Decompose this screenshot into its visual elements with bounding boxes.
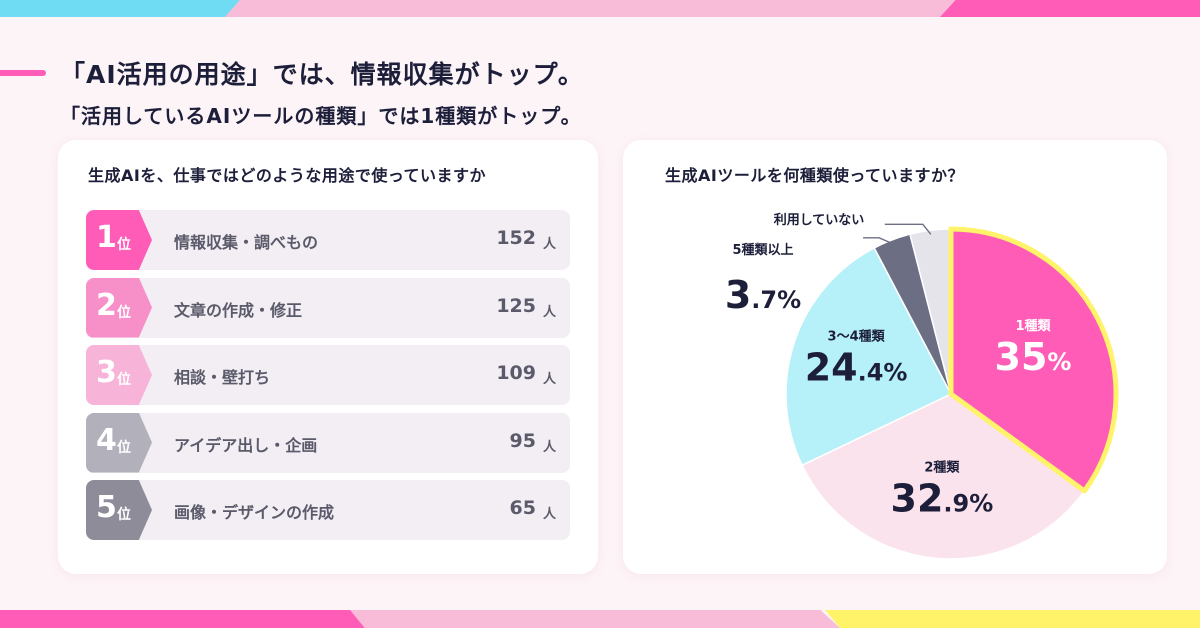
rank-count: 125 (496, 294, 536, 317)
rank-number: 3 (96, 355, 117, 390)
rank-label: 相談・壁打ち (174, 368, 271, 387)
rank-count: 95 (509, 429, 536, 452)
rank-unit: 人 (542, 507, 556, 522)
rank-suffix: 位 (117, 372, 131, 388)
rank-suffix: 位 (117, 439, 131, 456)
rank-number: 4 (96, 422, 117, 458)
rank-number: 5 (96, 490, 117, 525)
slice-percent-label: 24.4% (805, 346, 908, 390)
ranking-row: 5 位 画像・デザインの作成 65 人 (86, 480, 570, 540)
top-stripe-cyan (0, 0, 240, 17)
bottom-stripe-pink (350, 610, 840, 628)
rank-count: 65 (509, 497, 536, 519)
slice-category-label: 1種類 (1015, 318, 1051, 334)
rank-number: 1 (96, 220, 117, 255)
bottom-stripe-hotpink (0, 610, 370, 628)
slice-percent-label: 32.9% (891, 477, 994, 521)
ranking-row: 2 位 文章の作成・修正 125 人 (86, 277, 570, 338)
headline-line2: 「活用しているAIツールの種類」では1種類がトップ。 (60, 104, 582, 128)
rank-label: 画像・デザインの作成 (174, 503, 335, 522)
rank-unit: 人 (542, 304, 556, 320)
rank-suffix: 位 (117, 237, 131, 253)
top-stripe-hotpink (940, 0, 1200, 17)
slice-percent-label: 3.7% (725, 273, 801, 317)
slice-percent-label: 35% (995, 335, 1072, 379)
tool-count-title: 生成AIツールを何種類使っていますか？ (665, 166, 965, 185)
rank-count: 152 (496, 227, 536, 249)
leader-line (884, 223, 932, 235)
rank-count: 109 (496, 362, 536, 384)
tool-count-card: 生成AIツールを何種類使っていますか？ 1種類 35% 2種類 32.9% 3〜4種類 2… (623, 140, 1167, 574)
headline-line1: 「AI活用の用途」では、情報収集がトップ。 (60, 60, 584, 89)
pie-slice (948, 226, 1119, 494)
ranking-row: 1 位 情報収集・調べもの 152 人 (86, 210, 570, 270)
rank-suffix: 位 (117, 304, 131, 321)
ranking-row: 3 位 相談・壁打ち 109 人 (86, 345, 570, 405)
rank-unit: 人 (542, 237, 556, 252)
slice-category-label: 利用していない (774, 212, 865, 228)
rank-label: 情報収集・調べもの (174, 233, 319, 252)
rank-number: 2 (96, 287, 117, 323)
rank-label: アイデア出し・企画 (174, 435, 318, 455)
slice-category-label: 5種類以上 (732, 242, 793, 258)
pie-slice (801, 393, 1086, 560)
slice-category-label: 3〜4種類 (828, 329, 886, 345)
top-stripe-pink (225, 0, 965, 17)
usage-ranking-card: 生成AIを、仕事ではどのような用途で使っていますか 1 位情報収集・調べもの 152… (58, 140, 598, 574)
slice-category-label: 2種類 (924, 460, 960, 476)
rank-label: 文章の作成・修正 (174, 300, 303, 320)
leader-line (863, 237, 894, 245)
rank-unit: 人 (542, 372, 556, 387)
bottom-stripe-yellow (825, 610, 1200, 628)
ranking-row: 4 位 アイデア出し・企画 95 人 (86, 412, 570, 473)
pie-slice (785, 246, 953, 467)
rank-unit: 人 (542, 439, 556, 455)
usage-ranking-title: 生成AIを、仕事ではどのような用途で使っていますか (88, 166, 487, 185)
headline-accent-bar (0, 70, 46, 76)
rank-suffix: 位 (117, 507, 131, 523)
